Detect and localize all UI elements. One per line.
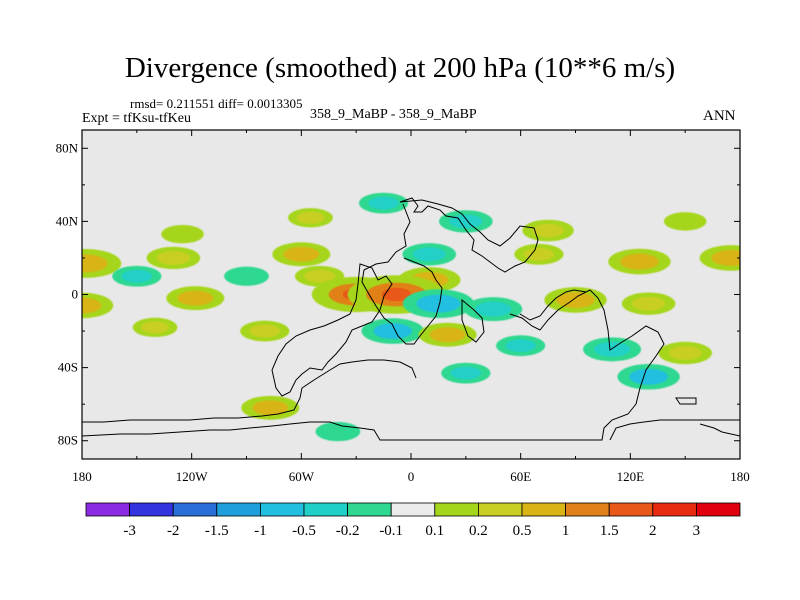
colorbar-label: 1.5 xyxy=(600,523,619,539)
colorbar-label: 0.5 xyxy=(513,523,532,539)
peninsula-outline xyxy=(699,423,740,437)
colorbar-swatch xyxy=(521,502,566,517)
divergence-core xyxy=(252,400,289,416)
colorbar-label: -0.1 xyxy=(379,523,403,539)
colorbar-swatch xyxy=(565,502,610,517)
experiment-label: Expt = tfKsu-tfKeu xyxy=(82,111,191,126)
divergence-core xyxy=(668,346,702,360)
southeast-asia-outline xyxy=(519,289,587,321)
lat-label: 80N xyxy=(56,140,79,155)
divergence-core xyxy=(523,247,555,261)
divergence-region xyxy=(663,212,707,231)
lon-label: 60E xyxy=(510,469,531,484)
divergence-core xyxy=(629,368,668,385)
lon-label: 180 xyxy=(72,469,92,484)
lat-label: 40N xyxy=(56,213,79,228)
lat-label: 40S xyxy=(58,360,78,375)
colorbar-label: 0.1 xyxy=(425,523,444,539)
season-label: ANN xyxy=(703,108,736,124)
divergence-core xyxy=(368,196,399,210)
divergence-core xyxy=(156,251,191,265)
divergence-core xyxy=(296,211,325,224)
divergence-core xyxy=(556,292,595,308)
divergence-core xyxy=(177,290,214,306)
colorbar-swatch xyxy=(216,502,261,517)
divergence-core xyxy=(141,321,169,334)
antarctic-coast-outline xyxy=(82,359,417,423)
divergence-core xyxy=(324,425,352,438)
lon-label: 120W xyxy=(176,469,209,484)
divergence-core xyxy=(532,223,565,238)
arabia-outline xyxy=(461,298,485,343)
asia-outline xyxy=(399,197,539,273)
divergence-core xyxy=(620,253,659,270)
divergence-core xyxy=(450,366,482,380)
divergence-core xyxy=(373,323,413,339)
divergence-core xyxy=(594,341,631,357)
colorbar-swatch xyxy=(652,502,697,517)
lat-label: 80S xyxy=(58,433,78,448)
colorbar-swatch xyxy=(696,502,741,517)
antarctica-east-outline xyxy=(609,419,740,441)
colorbar-label: -0.2 xyxy=(336,523,360,539)
cases-label: 358_9_MaBP - 358_9_MaBP xyxy=(310,107,477,122)
colorbar-label: 1 xyxy=(562,523,570,539)
plot-title: Divergence (smoothed) at 200 hPa (10**6 … xyxy=(124,52,676,84)
axis-ticks xyxy=(81,130,741,459)
lon-label: 120E xyxy=(617,469,645,484)
divergence-core xyxy=(121,269,153,283)
colorbar-swatch xyxy=(434,502,479,517)
colorbar-swatch xyxy=(608,502,654,517)
divergence-region xyxy=(161,224,204,244)
colorbar-swatch xyxy=(477,502,523,517)
stats-text: rmsd= 0.211551 diff= 0.0013305 xyxy=(130,96,303,111)
divergence-core xyxy=(82,254,108,273)
divergence-core xyxy=(283,246,320,262)
divergence-core xyxy=(249,324,281,338)
colorbar-swatch xyxy=(172,502,218,517)
divergence-core xyxy=(449,214,483,229)
lat-label: 0 xyxy=(72,287,79,302)
divergence-core xyxy=(711,250,740,266)
americas-outline xyxy=(271,263,393,397)
divergence-core xyxy=(82,297,102,314)
latitude-labels: 80N 40N 0 40S 80S xyxy=(56,140,79,447)
colorbar-swatch xyxy=(259,502,305,517)
divergence-core xyxy=(416,294,461,313)
divergence-field xyxy=(82,192,740,442)
europe-africa-outline xyxy=(361,203,443,345)
colorbar-label: 3 xyxy=(693,523,701,539)
divergence-core xyxy=(429,327,466,343)
colorbar-label: -2 xyxy=(167,523,180,539)
divergence-core xyxy=(631,296,666,311)
colorbar-label: -0.5 xyxy=(292,523,316,539)
india-outline xyxy=(82,289,665,441)
lon-label: 0 xyxy=(408,469,415,484)
colorbar: -3 -2 -1.5 -1 -0.5 -0.2 -0.1 0.1 0.2 0.5 1 1.5 2 3 xyxy=(85,502,741,539)
colorbar-swatch xyxy=(129,502,174,517)
islands-outline xyxy=(675,397,697,405)
divergence-peak xyxy=(381,287,412,302)
colorbar-label: -1 xyxy=(254,523,267,539)
colorbar-label: 0.2 xyxy=(469,523,488,539)
lon-label: 60W xyxy=(289,469,315,484)
continent-outlines xyxy=(82,197,740,441)
divergence-core xyxy=(412,247,446,262)
divergence-core xyxy=(232,270,261,283)
colorbar-swatch xyxy=(390,502,436,517)
longitude-labels: 180 120W 60W 0 60E 120E 180 xyxy=(72,469,750,484)
divergence-core xyxy=(304,269,335,283)
colorbar-label: -1.5 xyxy=(205,523,229,539)
lon-label: 180 xyxy=(730,469,750,484)
plot-area: 80N 40N 0 40S 80S 180 120W 60W 0 60E 120E 180 xyxy=(56,129,750,484)
colorbar-swatch xyxy=(85,502,130,517)
colorbar-swatch xyxy=(347,502,392,517)
colorbar-swatch xyxy=(303,502,348,517)
divergence-core xyxy=(475,301,512,317)
divergence-core xyxy=(505,339,536,353)
colorbar-label: 2 xyxy=(649,523,657,539)
colorbar-label: -3 xyxy=(123,523,136,539)
